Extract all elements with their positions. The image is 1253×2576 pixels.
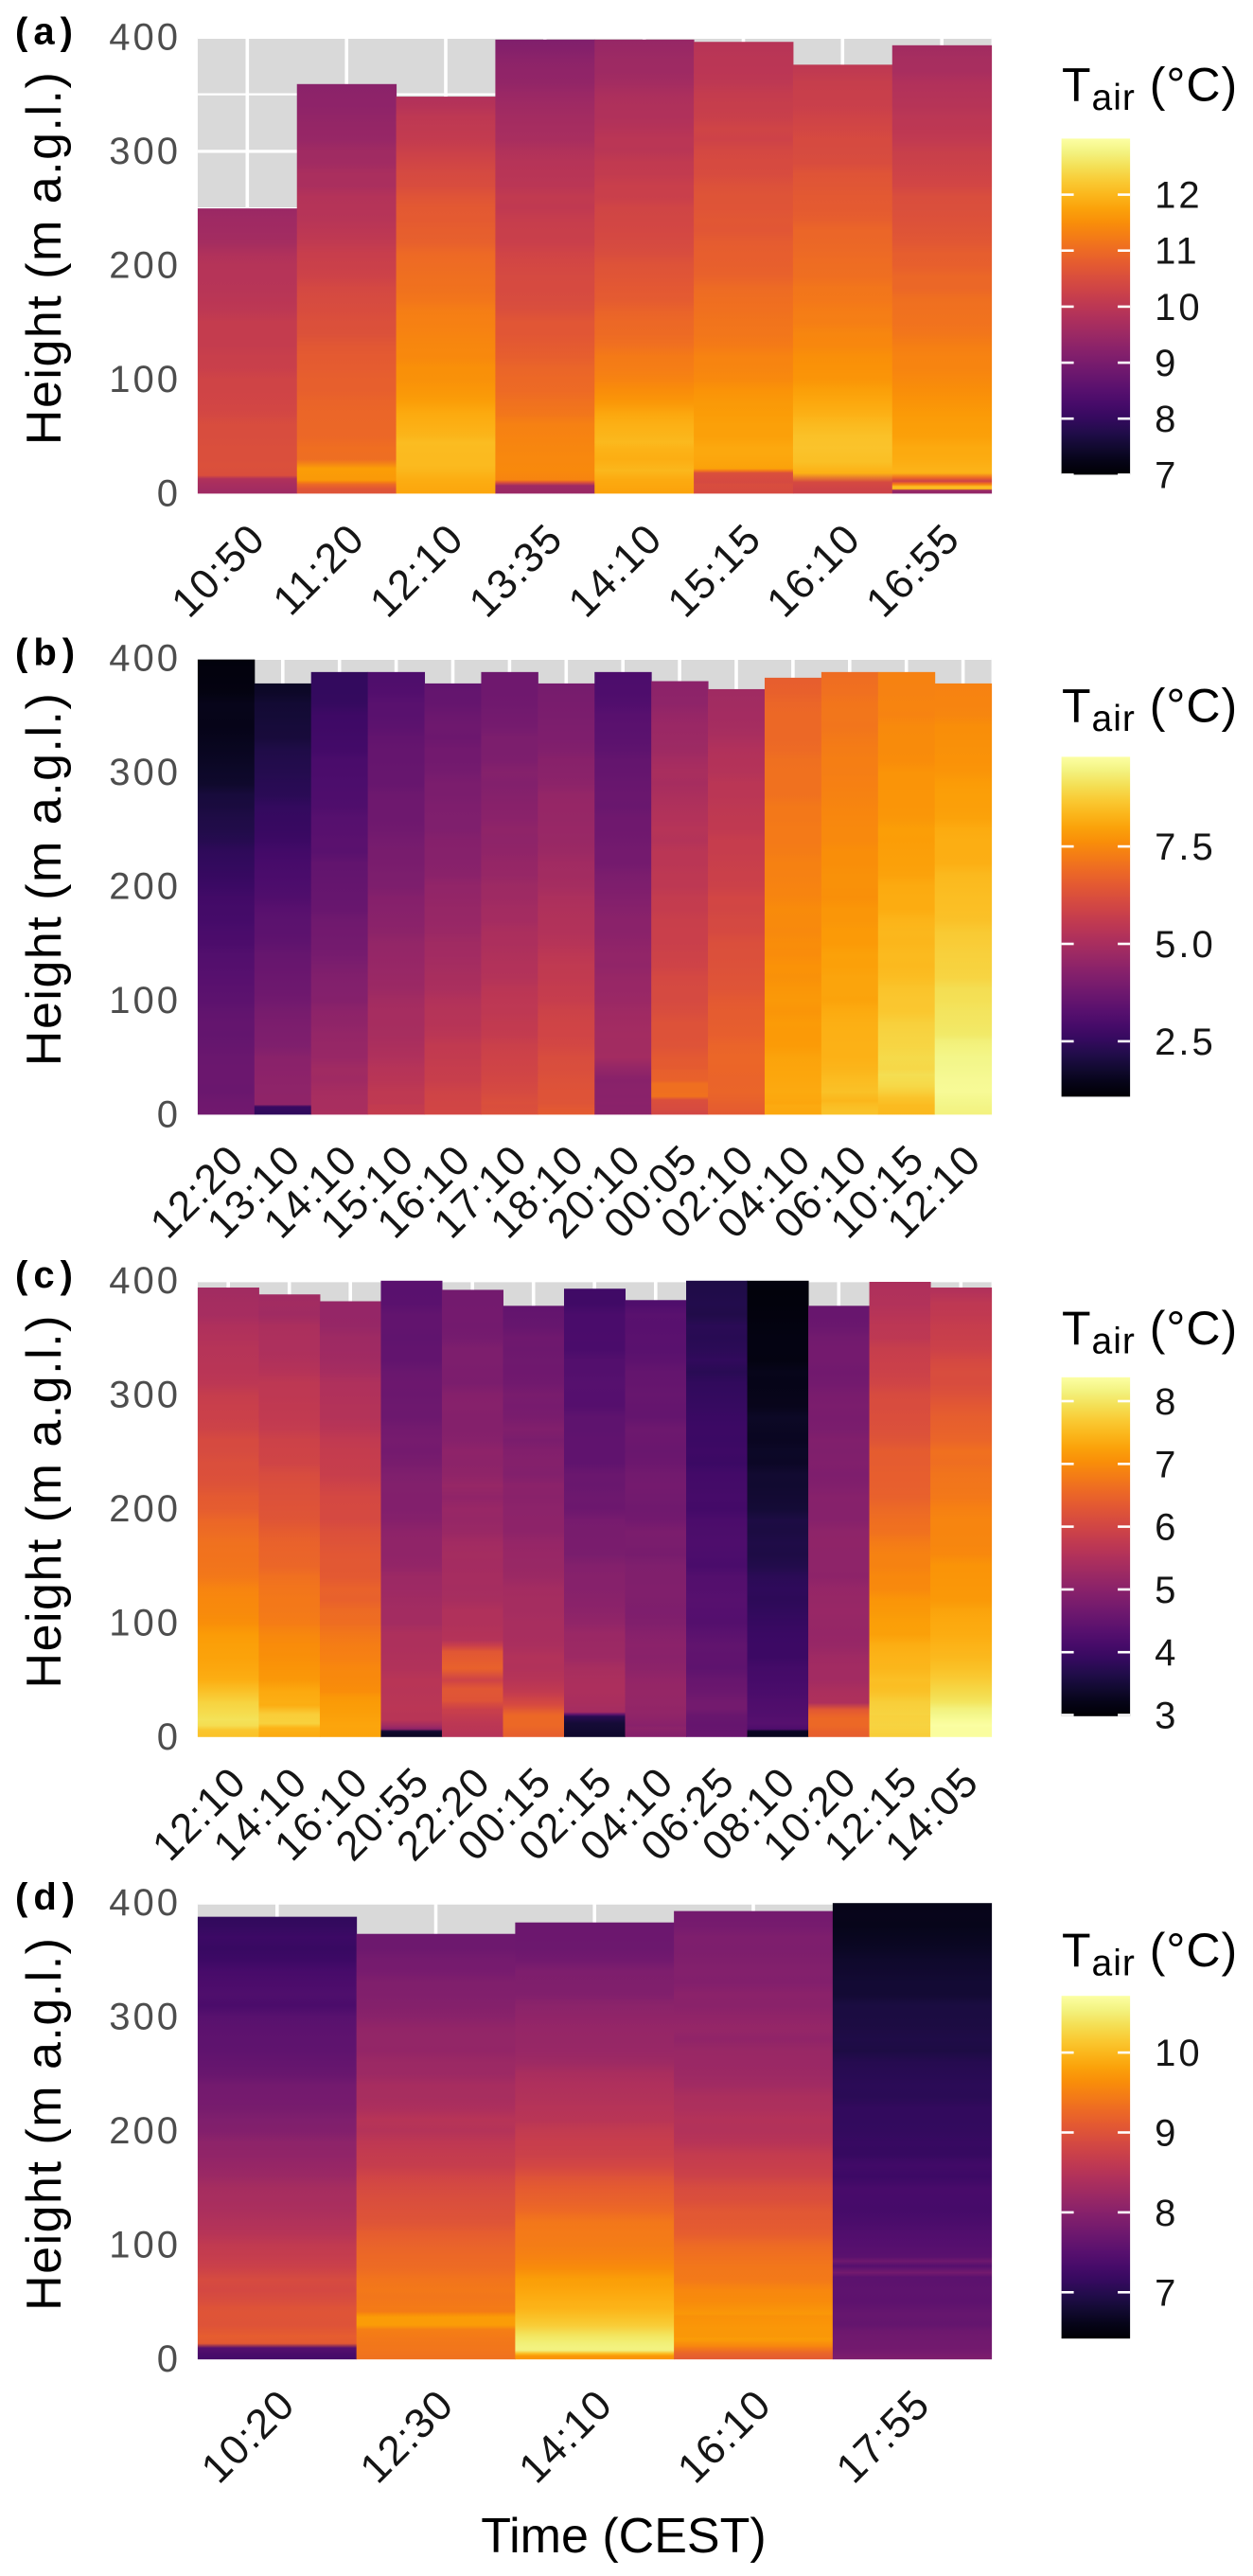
svg-text:200: 200: [109, 2110, 181, 2152]
svg-text:10: 10: [1155, 2033, 1203, 2074]
svg-text:2.5: 2.5: [1155, 1022, 1216, 1063]
svg-text:(a): (a): [15, 10, 79, 52]
svg-text:5.0: 5.0: [1155, 924, 1216, 966]
svg-text:Height (m a.g.l.): Height (m a.g.l.): [17, 71, 72, 445]
svg-text:0: 0: [157, 2338, 181, 2380]
svg-text:200: 200: [109, 865, 181, 907]
svg-text:9: 9: [1155, 2113, 1178, 2155]
svg-text:Tair (°C): Tair (°C): [1062, 58, 1238, 118]
svg-text:7.5: 7.5: [1155, 826, 1216, 868]
svg-text:100: 100: [109, 980, 181, 1022]
svg-text:300: 300: [109, 1997, 181, 2038]
svg-text:3: 3: [1155, 1696, 1178, 1737]
svg-text:0: 0: [157, 1716, 181, 1758]
svg-text:Height (m a.g.l.): Height (m a.g.l.): [17, 1937, 72, 2311]
svg-text:400: 400: [109, 1260, 181, 1302]
svg-text:7: 7: [1155, 1444, 1178, 1485]
svg-text:Time (CEST): Time (CEST): [481, 2509, 766, 2564]
svg-text:100: 100: [109, 2225, 181, 2266]
svg-text:7: 7: [1155, 2272, 1178, 2314]
svg-text:8: 8: [1155, 1381, 1178, 1423]
svg-text:(d): (d): [15, 1876, 80, 1918]
svg-text:Height (m a.g.l.): Height (m a.g.l.): [17, 692, 72, 1066]
svg-text:(b): (b): [15, 631, 80, 673]
svg-text:0: 0: [157, 472, 181, 514]
svg-text:0: 0: [157, 1093, 181, 1135]
svg-text:10: 10: [1155, 287, 1203, 329]
svg-text:(c): (c): [15, 1254, 79, 1296]
svg-text:12: 12: [1155, 175, 1203, 217]
svg-text:Tair (°C): Tair (°C): [1062, 679, 1238, 739]
svg-text:8: 8: [1155, 399, 1178, 440]
svg-text:8: 8: [1155, 2193, 1178, 2234]
svg-text:200: 200: [109, 1488, 181, 1530]
svg-text:9: 9: [1155, 343, 1178, 384]
svg-text:400: 400: [109, 637, 181, 679]
svg-text:Tair (°C): Tair (°C): [1062, 1924, 1238, 1984]
svg-text:300: 300: [109, 131, 181, 172]
svg-text:300: 300: [109, 1374, 181, 1415]
svg-text:300: 300: [109, 752, 181, 793]
svg-text:Height (m a.g.l.): Height (m a.g.l.): [17, 1314, 72, 1688]
svg-text:Tair (°C): Tair (°C): [1062, 1302, 1238, 1362]
svg-text:100: 100: [109, 359, 181, 400]
svg-text:11: 11: [1155, 231, 1200, 273]
svg-text:100: 100: [109, 1602, 181, 1643]
svg-text:400: 400: [109, 1882, 181, 1924]
svg-text:6: 6: [1155, 1507, 1178, 1549]
svg-text:5: 5: [1155, 1570, 1178, 1611]
svg-text:4: 4: [1155, 1632, 1178, 1674]
svg-text:7: 7: [1155, 454, 1178, 496]
svg-text:400: 400: [109, 16, 181, 58]
svg-text:200: 200: [109, 244, 181, 286]
